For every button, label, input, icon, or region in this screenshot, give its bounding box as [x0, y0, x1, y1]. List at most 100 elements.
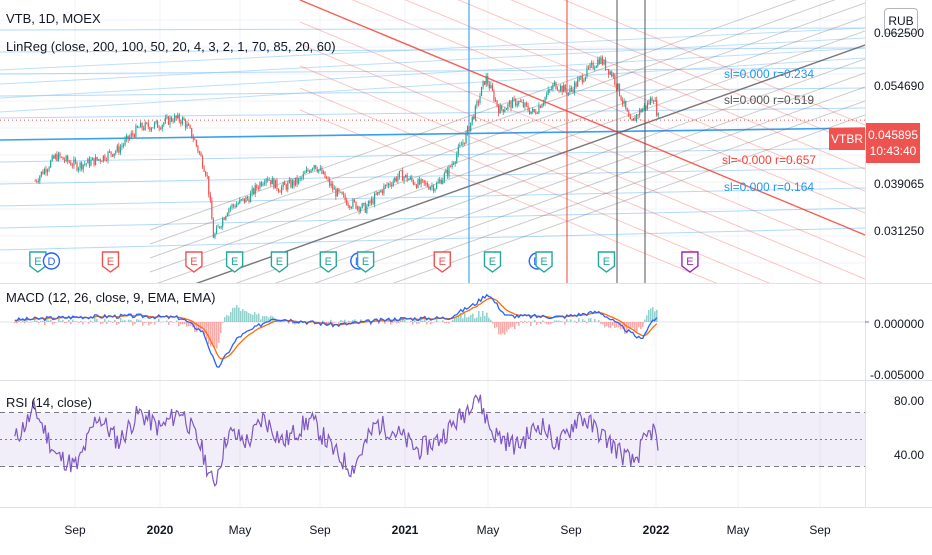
candle-body [238, 203, 239, 204]
candle-body [413, 180, 414, 184]
macd-histogram-bar [470, 315, 471, 322]
candle-body [599, 59, 600, 63]
macd-histogram-bar [104, 319, 105, 322]
candle-body [180, 121, 181, 124]
candle-body [527, 105, 528, 110]
candle-body [355, 202, 356, 209]
macd-histogram-bar [584, 321, 585, 322]
candle-body [521, 102, 522, 103]
macd-histogram-bar [390, 322, 391, 325]
candle-body [568, 93, 569, 95]
candle-body [163, 123, 164, 125]
macd-histogram-bar [496, 322, 497, 327]
candle-body [410, 177, 411, 179]
macd-histogram-bar [112, 322, 113, 323]
candle-body [469, 126, 470, 131]
candle-body [537, 113, 538, 114]
candle-body [335, 189, 336, 197]
candle-body [388, 183, 389, 185]
macd-histogram-bar [432, 322, 433, 323]
candle-body [135, 126, 136, 137]
macd-histogram-bar [30, 322, 31, 323]
candle-body [503, 109, 504, 112]
event-marker[interactable]: E [598, 252, 614, 272]
macd-histogram-bar [644, 320, 645, 322]
macd-histogram-bar [578, 318, 579, 322]
candle-body [560, 86, 561, 91]
macd-indicator-label[interactable]: MACD (12, 26, close, 9, EMA, EMA) [6, 290, 216, 305]
macd-histogram-bar [594, 319, 595, 322]
candle-body [597, 59, 598, 66]
candle-body [642, 109, 643, 112]
macd-histogram-bar [50, 320, 51, 322]
event-marker-label: E [686, 256, 693, 268]
candle-body [611, 72, 612, 77]
candle-body [414, 184, 415, 185]
linreg-indicator-label[interactable]: LinReg (close, 200, 100, 50, 20, 4, 3, 2… [6, 39, 336, 54]
regression-line [150, 115, 865, 370]
candle-body [448, 166, 449, 176]
candle-body [591, 63, 592, 65]
candle-body [228, 209, 229, 214]
candle-body [262, 184, 263, 186]
candle-body [617, 84, 618, 89]
macd-histogram-bar [484, 316, 485, 322]
candle-body [117, 146, 118, 151]
candle-body [177, 115, 178, 118]
candle-body [484, 81, 485, 85]
macd-histogram-bar [22, 321, 23, 322]
candle-body [343, 194, 344, 195]
candle-body [312, 168, 313, 169]
macd-histogram-bar [328, 322, 329, 323]
event-marker[interactable]: E [102, 252, 118, 272]
candle-body [269, 180, 270, 181]
candle-body [555, 82, 556, 89]
candle-body [500, 106, 501, 114]
candle-body [450, 166, 451, 167]
candle-body [400, 170, 401, 171]
candle-body [111, 151, 112, 154]
rsi-indicator-label[interactable]: RSI (14, close) [6, 395, 92, 410]
macd-histogram-bar [182, 322, 183, 324]
candle-body [210, 195, 211, 201]
macd-histogram-bar [66, 322, 67, 323]
candle-body [524, 103, 525, 107]
macd-histogram-bar [426, 322, 427, 324]
candle-body [627, 108, 628, 111]
macd-histogram-bar [64, 322, 65, 323]
macd-histogram-bar [176, 321, 177, 322]
macd-histogram-bar [600, 322, 601, 324]
macd-histogram-bar [114, 320, 115, 322]
event-marker[interactable]: E [682, 252, 698, 272]
candle-body [76, 162, 77, 170]
macd-histogram-bar [116, 322, 117, 325]
candle-body [441, 180, 442, 184]
candle-body [405, 175, 406, 177]
macd-histogram-bar [78, 322, 79, 323]
macd-histogram-bar [510, 322, 511, 327]
event-marker[interactable]: E [186, 252, 202, 272]
event-marker[interactable]: D [43, 253, 59, 269]
macd-histogram-bar [512, 322, 513, 327]
candle-body [39, 176, 40, 181]
candle-body [236, 204, 237, 207]
event-marker[interactable]: E [434, 252, 450, 272]
macd-histogram-bar [444, 322, 445, 323]
currency-button[interactable]: RUB [884, 8, 918, 34]
event-marker[interactable]: E [484, 252, 500, 272]
candle-body [211, 200, 212, 219]
regression-line [150, 0, 865, 244]
event-marker[interactable]: E [320, 252, 336, 272]
candle-body [588, 67, 589, 68]
candle-body [614, 75, 615, 84]
macd-histogram-bar [44, 322, 45, 325]
candle-body [140, 123, 141, 128]
event-marker[interactable]: E [271, 252, 287, 272]
macd-histogram-bar [80, 321, 81, 322]
candle-body [109, 151, 110, 152]
macd-histogram-bar [498, 322, 499, 334]
candle-body [558, 90, 559, 91]
macd-histogram-bar [528, 321, 529, 322]
